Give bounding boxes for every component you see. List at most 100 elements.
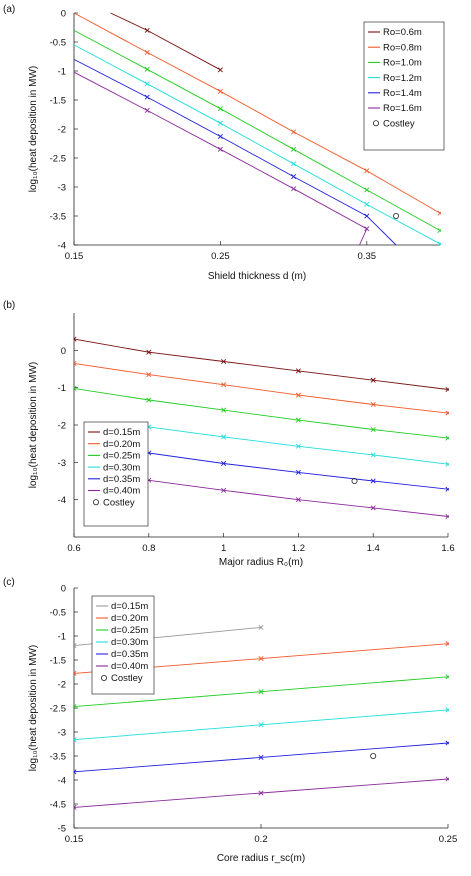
legend-label: Ro=1.4m	[383, 88, 422, 99]
data-point	[258, 790, 264, 796]
data-point	[144, 66, 150, 72]
data-point	[221, 382, 227, 388]
x-tick-label: 0.35	[358, 251, 377, 262]
x-tick-label: 0.15	[65, 834, 84, 845]
legend-label: Ro=1.6m	[383, 103, 422, 114]
series-line	[74, 44, 441, 245]
data-point	[370, 452, 376, 458]
series-line	[148, 479, 449, 517]
data-point	[295, 417, 301, 423]
data-point	[445, 461, 449, 467]
data-point	[445, 486, 449, 492]
legend-label: Ro=0.8m	[383, 42, 422, 53]
data-point	[74, 769, 77, 775]
y-tick-label: -3.5	[50, 212, 66, 223]
y-tick-label: -2	[58, 680, 66, 691]
legend-label: Ro=0.6m	[383, 27, 422, 38]
legend-box	[91, 595, 155, 695]
data-point	[221, 460, 227, 466]
data-point	[445, 674, 449, 680]
data-point	[445, 513, 449, 519]
series-line	[74, 12, 441, 214]
data-point	[74, 670, 77, 676]
y-tick-label: -1.5	[50, 656, 66, 667]
data-point	[74, 336, 77, 342]
y-axis-label: log₁₀(heat deposition in MW)	[28, 362, 39, 488]
data-point	[74, 737, 77, 743]
data-point	[364, 187, 370, 193]
data-point	[370, 377, 376, 383]
data-point	[295, 497, 301, 503]
data-point	[370, 505, 376, 511]
data-point	[370, 478, 376, 484]
data-point	[295, 469, 301, 475]
data-point	[144, 49, 150, 55]
legend-label: d=0.25m	[103, 451, 140, 462]
data-point	[445, 435, 449, 441]
data-point	[221, 407, 227, 413]
data-point	[445, 776, 449, 782]
data-point	[217, 88, 223, 94]
data-point	[291, 186, 297, 192]
series-line	[74, 58, 397, 246]
data-point	[295, 392, 301, 398]
y-tick-label: -1	[58, 67, 66, 78]
y-tick-label: -2	[58, 125, 66, 136]
legend-label: d=0.40m	[103, 486, 140, 497]
y-tick-label: -1.5	[50, 96, 66, 107]
data-point	[258, 656, 264, 662]
legend-label: d=0.15m	[111, 601, 148, 612]
y-tick-label: -1	[58, 632, 66, 643]
series-lines	[74, 624, 449, 810]
series-line	[74, 362, 449, 414]
x-axis-label: Shield thickness d (m)	[208, 271, 306, 282]
y-tick-label: -3	[58, 728, 66, 739]
panel-label: (b)	[3, 300, 15, 311]
legend-label: Costley	[111, 673, 143, 684]
legend-label: Costley	[383, 118, 415, 129]
data-point	[217, 106, 223, 112]
data-point	[437, 210, 441, 216]
y-tick-label: 0	[61, 584, 66, 595]
y-tick-label: 0	[61, 9, 66, 20]
series-line	[74, 387, 449, 439]
y-tick-label: -2.5	[50, 704, 66, 715]
legend-label: d=0.35m	[103, 474, 140, 485]
data-point	[217, 134, 223, 140]
data-point	[217, 120, 223, 126]
x-axis-label: Major radius R₀(m)	[219, 557, 303, 568]
legend-label: d=0.40m	[111, 661, 148, 672]
data-point	[445, 387, 449, 393]
y-tick-label: -4	[58, 776, 66, 787]
data-point	[74, 804, 77, 810]
y-tick-label: -5	[58, 824, 66, 835]
legend-label: d=0.20m	[111, 613, 148, 624]
legend: d=0.15md=0.20md=0.25md=0.30md=0.35md=0.4…	[91, 595, 155, 695]
chart-panel-3: (c) 0 -0.5 -1 -1.5 -2 -2.5 -3 -3.5 -4 -4.5 -50.15 0.…	[3, 577, 457, 864]
y-tick-label: -1	[58, 383, 66, 394]
data-point	[74, 704, 77, 710]
data-point	[74, 360, 77, 366]
data-point	[221, 434, 227, 440]
data-point	[437, 241, 441, 246]
x-tick-label: 0.6	[67, 543, 80, 554]
data-point	[258, 722, 264, 728]
legend-label: d=0.30m	[111, 637, 148, 648]
data-point	[217, 67, 223, 73]
data-point	[217, 146, 223, 152]
x-axis-label: Core radius r_sc(m)	[217, 853, 305, 864]
reference-point	[393, 212, 400, 219]
chart-panel-1: (a) 0 -0.5 -1 -1.5 -2 -2.5 -3 -3.5 -40.15 0.25 0.35…	[3, 4, 445, 282]
data-point	[221, 487, 227, 493]
data-point	[445, 641, 449, 647]
legend: Ro=0.6m Ro=0.8m Ro=1.0m Ro=1.2m Ro=1.4m Ro=1.…	[363, 21, 445, 151]
x-tick-label: 1.6	[441, 543, 454, 554]
x-tick-label: 1.4	[367, 543, 380, 554]
data-point	[437, 227, 441, 234]
legend-label: d=0.25m	[111, 625, 148, 636]
data-point	[370, 426, 376, 432]
data-point	[221, 359, 227, 365]
data-point	[291, 161, 297, 167]
legend-label: Ro=1.2m	[383, 73, 422, 84]
data-point	[144, 107, 150, 113]
